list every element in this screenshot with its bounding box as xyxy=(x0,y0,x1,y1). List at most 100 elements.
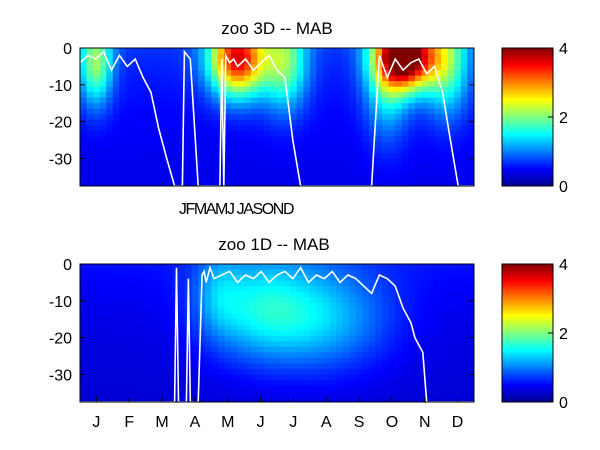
heat-cell xyxy=(112,275,120,282)
heat-cell xyxy=(309,64,317,71)
heat-cell xyxy=(290,319,298,326)
top-month-strip: JFMAMJ JASOND xyxy=(179,201,294,218)
heat-cell xyxy=(139,313,147,320)
heat-cell xyxy=(99,275,107,282)
heat-cell xyxy=(152,319,160,326)
heat-cell xyxy=(217,291,226,298)
heat-cell xyxy=(191,379,199,387)
heat-cell xyxy=(441,141,449,148)
heat-cell xyxy=(441,324,449,331)
heat-cell xyxy=(454,114,462,121)
heat-cell xyxy=(270,302,278,309)
heat-cell xyxy=(460,97,469,104)
heat-cell xyxy=(316,324,324,331)
heat-cell xyxy=(165,324,173,331)
heat-cell xyxy=(447,308,455,315)
heat-cell xyxy=(191,346,199,353)
heat-cell xyxy=(178,341,186,348)
heat-cell xyxy=(283,81,291,88)
heat-cell xyxy=(309,158,317,165)
heat-cell xyxy=(119,368,127,375)
heat-cell xyxy=(434,130,442,137)
heat-cell xyxy=(460,136,469,143)
heat-cell xyxy=(336,59,344,66)
heat-cell xyxy=(132,64,140,71)
heat-cell xyxy=(263,357,272,364)
x-tick-label: A xyxy=(190,414,201,431)
heat-cell xyxy=(139,86,147,93)
heat-cell xyxy=(428,180,436,186)
heat-cell xyxy=(414,125,423,132)
heat-cell xyxy=(158,48,166,55)
heat-cell xyxy=(362,92,370,99)
heat-cell xyxy=(277,81,285,88)
heat-cell xyxy=(460,308,469,315)
heat-cell xyxy=(237,86,245,93)
heat-cell xyxy=(237,97,245,104)
heat-cell xyxy=(277,363,285,370)
heat-cell xyxy=(408,53,416,60)
heat-cell xyxy=(263,346,272,353)
heat-cell xyxy=(322,297,331,304)
heat-cell xyxy=(355,324,363,331)
heat-cell xyxy=(355,180,363,186)
heat-cell xyxy=(244,103,252,110)
heat-cell xyxy=(125,174,134,182)
heat-cell xyxy=(270,141,278,148)
heat-cell xyxy=(270,363,278,370)
heat-cell xyxy=(283,396,291,402)
heat-cell xyxy=(99,53,107,60)
heat-cell xyxy=(434,147,442,154)
heat-cell xyxy=(447,396,455,402)
heat-cell xyxy=(395,352,403,359)
heat-cell xyxy=(434,396,442,402)
heat-cell xyxy=(224,385,232,392)
heat-cell xyxy=(428,97,436,104)
heat-cell xyxy=(185,119,193,126)
heat-cell xyxy=(224,390,232,398)
heat-cell xyxy=(171,108,180,115)
heat-cell xyxy=(368,368,377,375)
heat-cell xyxy=(237,291,245,298)
heat-cell xyxy=(316,64,324,71)
heat-cell xyxy=(375,374,383,381)
heat-cell xyxy=(441,81,449,88)
heat-cell xyxy=(434,141,442,148)
heat-cell xyxy=(80,152,88,159)
heat-cell xyxy=(296,357,304,364)
heat-cell xyxy=(171,180,180,186)
heat-cell xyxy=(316,286,324,293)
heat-cell xyxy=(224,147,232,154)
heat-cell xyxy=(86,396,94,402)
heat-cell xyxy=(185,59,193,66)
heat-cell xyxy=(329,374,337,381)
heat-cell xyxy=(467,92,474,99)
heat-cell xyxy=(152,141,160,148)
heat-cell xyxy=(296,275,304,282)
heat-cell xyxy=(375,86,383,93)
heat-cell xyxy=(355,319,363,326)
heat-cell xyxy=(408,390,416,398)
heat-cell xyxy=(270,75,278,82)
heat-cell xyxy=(362,379,370,387)
heat-cell xyxy=(231,86,239,93)
heat-cell xyxy=(395,335,403,342)
heat-cell xyxy=(329,48,337,55)
heat-cell xyxy=(316,169,324,176)
heat-cell xyxy=(428,103,436,110)
heat-cell xyxy=(152,341,160,348)
heat-cell xyxy=(467,346,474,353)
heat-cell xyxy=(171,152,180,159)
heat-cell xyxy=(106,330,114,337)
heat-cell xyxy=(382,374,390,381)
heat-cell xyxy=(125,313,134,320)
heat-cell xyxy=(125,368,134,375)
heat-cell xyxy=(290,147,298,154)
heat-cell xyxy=(250,130,258,137)
heat-cell xyxy=(204,81,212,88)
heat-cell xyxy=(434,363,442,370)
heat-cell xyxy=(224,346,232,353)
heat-cell xyxy=(401,275,409,282)
heat-cell xyxy=(388,119,396,126)
heat-cell xyxy=(237,64,245,71)
